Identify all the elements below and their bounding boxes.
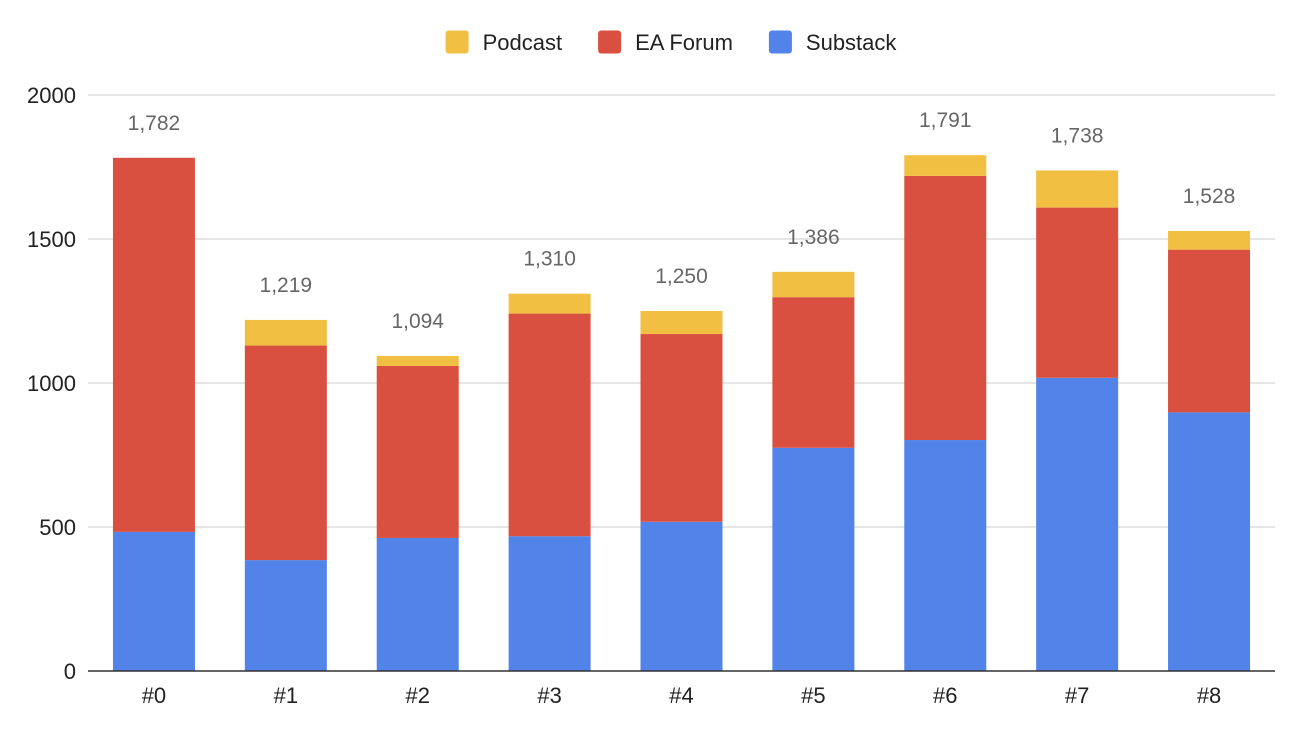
x-tick-label: #2 <box>405 683 429 708</box>
x-tick-label: #6 <box>933 683 957 708</box>
x-tick-label: #4 <box>669 683 693 708</box>
bar-segment-podcast <box>508 293 591 314</box>
legend-swatch-ea-forum <box>598 30 622 54</box>
legend-label-substack: Substack <box>806 30 897 55</box>
bar-segment-substack <box>1036 377 1119 671</box>
bar-segment-substack <box>772 447 855 671</box>
bar-total-label: 1,528 <box>1183 185 1236 208</box>
bar-total-label: 1,738 <box>1051 124 1104 147</box>
axes: 0 500 1000 1500 2000 #0 #1 #2 #3 #4 #5 #6 #7 #8 <box>27 83 1275 708</box>
bar-segment-podcast <box>640 311 723 335</box>
bar-segment-podcast <box>772 271 855 298</box>
legend-label-podcast: Podcast <box>483 30 563 55</box>
bars <box>112 155 1251 671</box>
y-tick-label: 500 <box>39 515 76 540</box>
total-labels: 1,782 1,219 1,094 1,310 1,250 1,386 1,791 1,738… <box>128 109 1236 333</box>
bar-segment-ea-forum <box>112 157 195 532</box>
bar-segment-substack <box>640 521 723 671</box>
y-tick-label: 1500 <box>27 227 76 252</box>
legend-swatch-substack <box>768 30 792 54</box>
bar-segment-ea-forum <box>1168 249 1251 413</box>
bar-segment-podcast <box>1168 230 1251 250</box>
bar-total-label: 1,250 <box>655 265 708 288</box>
bar-total-label: 1,219 <box>260 274 313 297</box>
x-tick-label: #8 <box>1197 683 1221 708</box>
legend: Podcast EA Forum Substack <box>445 30 897 55</box>
x-tick-label: #7 <box>1065 683 1089 708</box>
bar-segment-ea-forum <box>508 313 591 537</box>
bar-total-label: 1,386 <box>787 226 840 249</box>
bar-segment-ea-forum <box>772 297 855 448</box>
bar-segment-ea-forum <box>376 366 459 538</box>
bar-total-label: 1,791 <box>919 109 972 132</box>
bar-segment-ea-forum <box>244 345 327 561</box>
bar-segment-ea-forum <box>640 334 723 522</box>
bar-segment-substack <box>1168 412 1251 671</box>
y-tick-label: 1000 <box>27 371 76 396</box>
bar-segment-ea-forum <box>1036 207 1119 378</box>
x-tick-label: #5 <box>801 683 825 708</box>
bar-segment-podcast <box>904 155 987 176</box>
bar-segment-substack <box>112 531 195 671</box>
x-tick-label: #3 <box>537 683 561 708</box>
legend-label-ea-forum: EA Forum <box>635 30 733 55</box>
bar-segment-podcast <box>244 319 327 346</box>
bar-segment-podcast <box>376 355 459 367</box>
bar-segment-podcast <box>1036 170 1119 208</box>
legend-swatch-podcast <box>445 30 469 54</box>
bar-segment-substack <box>508 536 591 671</box>
x-tick-label: #1 <box>274 683 298 708</box>
bar-total-label: 1,094 <box>391 310 444 333</box>
bar-segment-substack <box>244 560 327 671</box>
bar-segment-substack <box>376 537 459 671</box>
x-tick-label: #0 <box>142 683 166 708</box>
bar-total-label: 1,310 <box>523 248 576 271</box>
y-tick-label: 0 <box>64 659 76 684</box>
bar-total-label: 1,782 <box>128 112 181 135</box>
y-tick-label: 2000 <box>27 83 76 108</box>
bar-segment-substack <box>904 440 987 671</box>
bar-segment-ea-forum <box>904 175 987 441</box>
